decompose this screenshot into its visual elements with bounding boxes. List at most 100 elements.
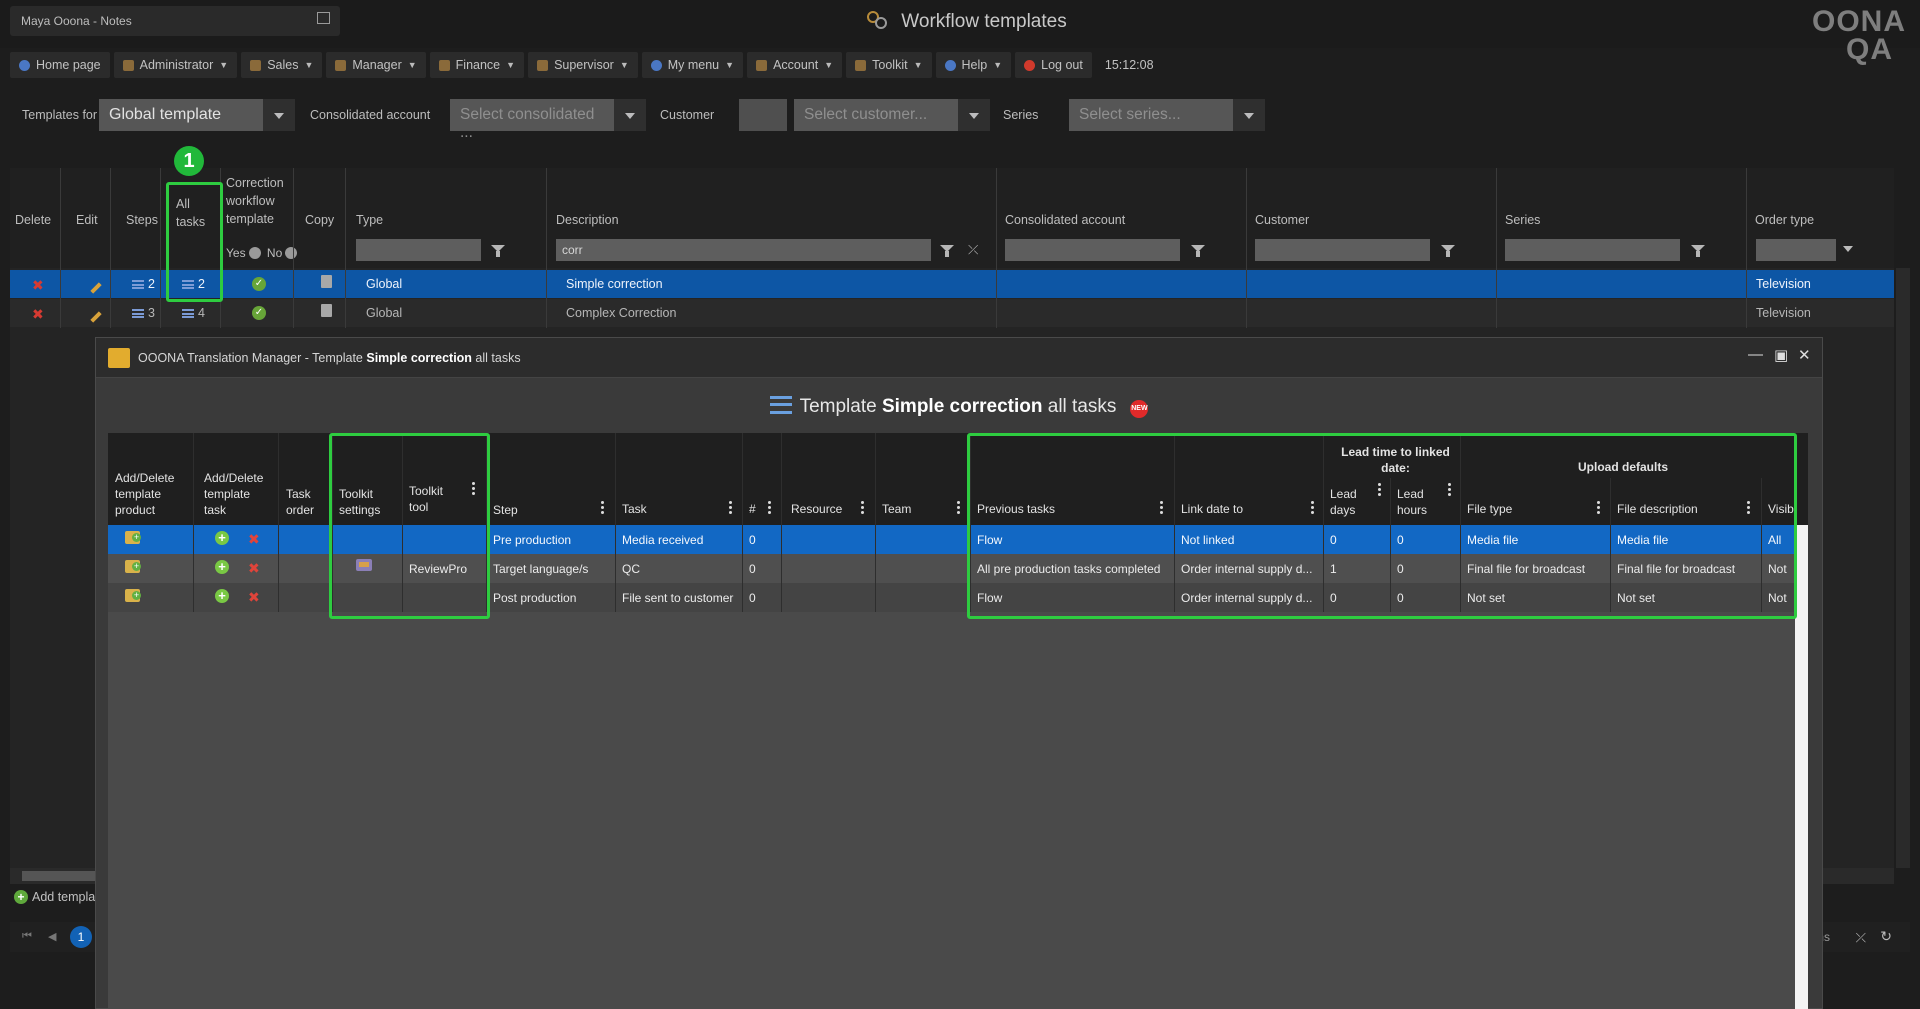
steps-cell[interactable]: 3 [132,306,155,320]
lead-days-cell: 1 [1330,562,1337,576]
tasks-grid-divider [615,433,616,612]
edit-icon[interactable] [90,279,102,294]
col-link-date-to: Link date to [1181,502,1244,516]
restore-window-icon[interactable] [317,12,330,24]
menu-supervisor[interactable]: Supervisor ▼ [528,52,638,78]
close-icon[interactable]: ✕ [1798,347,1811,364]
menu-administrator[interactable]: Administrator ▼ [113,52,238,78]
column-menu-icon[interactable] [1160,501,1163,514]
type-filter-input[interactable] [356,239,481,261]
column-menu-icon[interactable] [1448,483,1451,496]
consolidated-account-select[interactable]: Select consolidated ... [450,99,614,141]
all-tasks-cell[interactable]: 2 [182,277,205,291]
table-row[interactable]: ✖ 2 2 ✓ Global Simple correction Televis… [10,270,1894,298]
page-1-button[interactable]: 1 [70,926,92,948]
copy-icon[interactable] [321,304,332,320]
order-type-filter-input[interactable] [1756,239,1836,261]
col-series: Series [1505,213,1541,227]
customer-filter-icon[interactable] [1441,245,1455,257]
grid-divider [110,168,111,328]
task-row[interactable]: + ✖ ReviewPro Target language/s QC 0 All… [108,554,1794,583]
radio-no[interactable] [285,247,298,259]
menu-log-out[interactable]: Log out [1015,52,1092,78]
templates-for-select[interactable]: Global template [99,99,263,131]
task-row[interactable]: + ✖ Pre production Media received 0 Flow… [108,525,1794,554]
menu-my-menu[interactable]: My menu ▼ [641,52,744,78]
column-menu-icon[interactable] [768,501,771,514]
maximize-icon[interactable]: ▣ [1774,347,1789,364]
column-menu-icon[interactable] [1597,501,1600,514]
series-filter-icon[interactable] [1691,245,1705,257]
order-type-dropdown-icon[interactable] [1843,246,1853,252]
menu-toolkit[interactable]: Toolkit ▼ [846,52,932,78]
customer-filter-input[interactable] [1255,239,1430,261]
customer-dropdown-button[interactable] [958,99,990,131]
correction-radio-group: Yes No [226,244,300,262]
edit-icon[interactable] [90,308,102,323]
prev-page-icon[interactable]: ◀ [48,931,57,943]
steps-cell[interactable]: 2 [132,277,155,291]
copy-icon[interactable] [321,275,332,291]
table-row[interactable]: ✖ 3 4 ✓ Global Complex Correction Televi… [10,299,1894,327]
add-task-icon[interactable]: + [215,589,229,603]
column-menu-icon[interactable] [601,501,604,514]
series-select[interactable]: Select series... [1069,99,1233,131]
menu-manager[interactable]: Manager ▼ [326,52,426,78]
menu-home-page[interactable]: Home page [10,52,110,78]
consolidated-filter-input[interactable] [1005,239,1180,261]
first-page-icon[interactable]: ⏮ [22,930,32,942]
delete-icon[interactable]: ✖ [32,277,44,293]
add-product-icon[interactable] [125,531,141,547]
add-product-icon[interactable] [125,560,141,576]
add-product-icon[interactable] [125,589,141,605]
add-task-icon[interactable]: + [215,531,229,545]
col-steps: Steps [126,213,158,227]
delete-task-icon[interactable]: ✖ [248,560,260,576]
radio-yes[interactable] [248,247,261,259]
description-filter-input[interactable]: corr [556,239,931,261]
menu-help[interactable]: Help ▼ [935,52,1012,78]
clear-filter-icon[interactable]: ⤫ [968,242,979,257]
series-dropdown-button[interactable] [1233,99,1265,131]
column-menu-icon[interactable] [1747,501,1750,514]
column-menu-icon[interactable] [1311,501,1314,514]
column-menu-icon[interactable] [729,501,732,514]
grid-vertical-scrollbar[interactable] [1896,268,1910,868]
add-template-button[interactable]: + Add templa [14,890,95,904]
delete-icon[interactable]: ✖ [32,306,44,322]
user-notes-box[interactable]: Maya Ooona - Notes [10,6,340,36]
delete-task-icon[interactable]: ✖ [248,531,260,547]
consolidated-filter-icon[interactable] [1191,245,1205,257]
task-row[interactable]: + ✖ Post production File sent to custome… [108,583,1794,612]
customer-code-box[interactable] [739,99,787,131]
toolkit-tool-cell: ReviewPro [409,562,468,576]
all-tasks-cell[interactable]: 4 [182,306,205,320]
previous-tasks-cell: Flow [977,533,1003,547]
delete-task-icon[interactable]: ✖ [248,589,260,605]
menu-finance[interactable]: Finance ▼ [429,52,525,78]
series-filter-input[interactable] [1505,239,1680,261]
column-menu-icon[interactable] [861,501,864,514]
customer-select[interactable]: Select customer... [794,99,958,131]
menu-account[interactable]: Account ▼ [747,52,843,78]
column-menu-icon[interactable] [957,501,960,514]
templates-for-dropdown-button[interactable] [263,99,295,131]
minimize-icon[interactable]: — [1748,346,1763,363]
check-icon: ✓ [252,304,266,320]
scroll-thumb[interactable] [22,871,102,881]
toolkit-settings-icon[interactable] [356,559,372,574]
refresh-icon[interactable]: ↻ [1880,928,1892,944]
description-filter-icon[interactable] [940,245,954,257]
lead-days-cell: 0 [1330,591,1337,605]
column-menu-icon[interactable] [472,482,475,495]
col-add-delete-template-task: Add/Delete template task [204,471,264,517]
clear-filters-icon[interactable]: ⤫ [1855,930,1866,945]
column-menu-icon[interactable] [1378,483,1381,496]
add-task-icon[interactable]: + [215,560,229,574]
col-lead-days: Lead days [1330,487,1357,517]
col-correction-workflow-template: Correction workflow template [226,176,284,226]
tasks-grid-vertical-scrollbar[interactable] [1795,525,1808,1009]
menu-sales[interactable]: Sales ▼ [241,52,323,78]
type-filter-icon[interactable] [491,245,505,257]
consolidated-dropdown-button[interactable] [614,99,646,131]
